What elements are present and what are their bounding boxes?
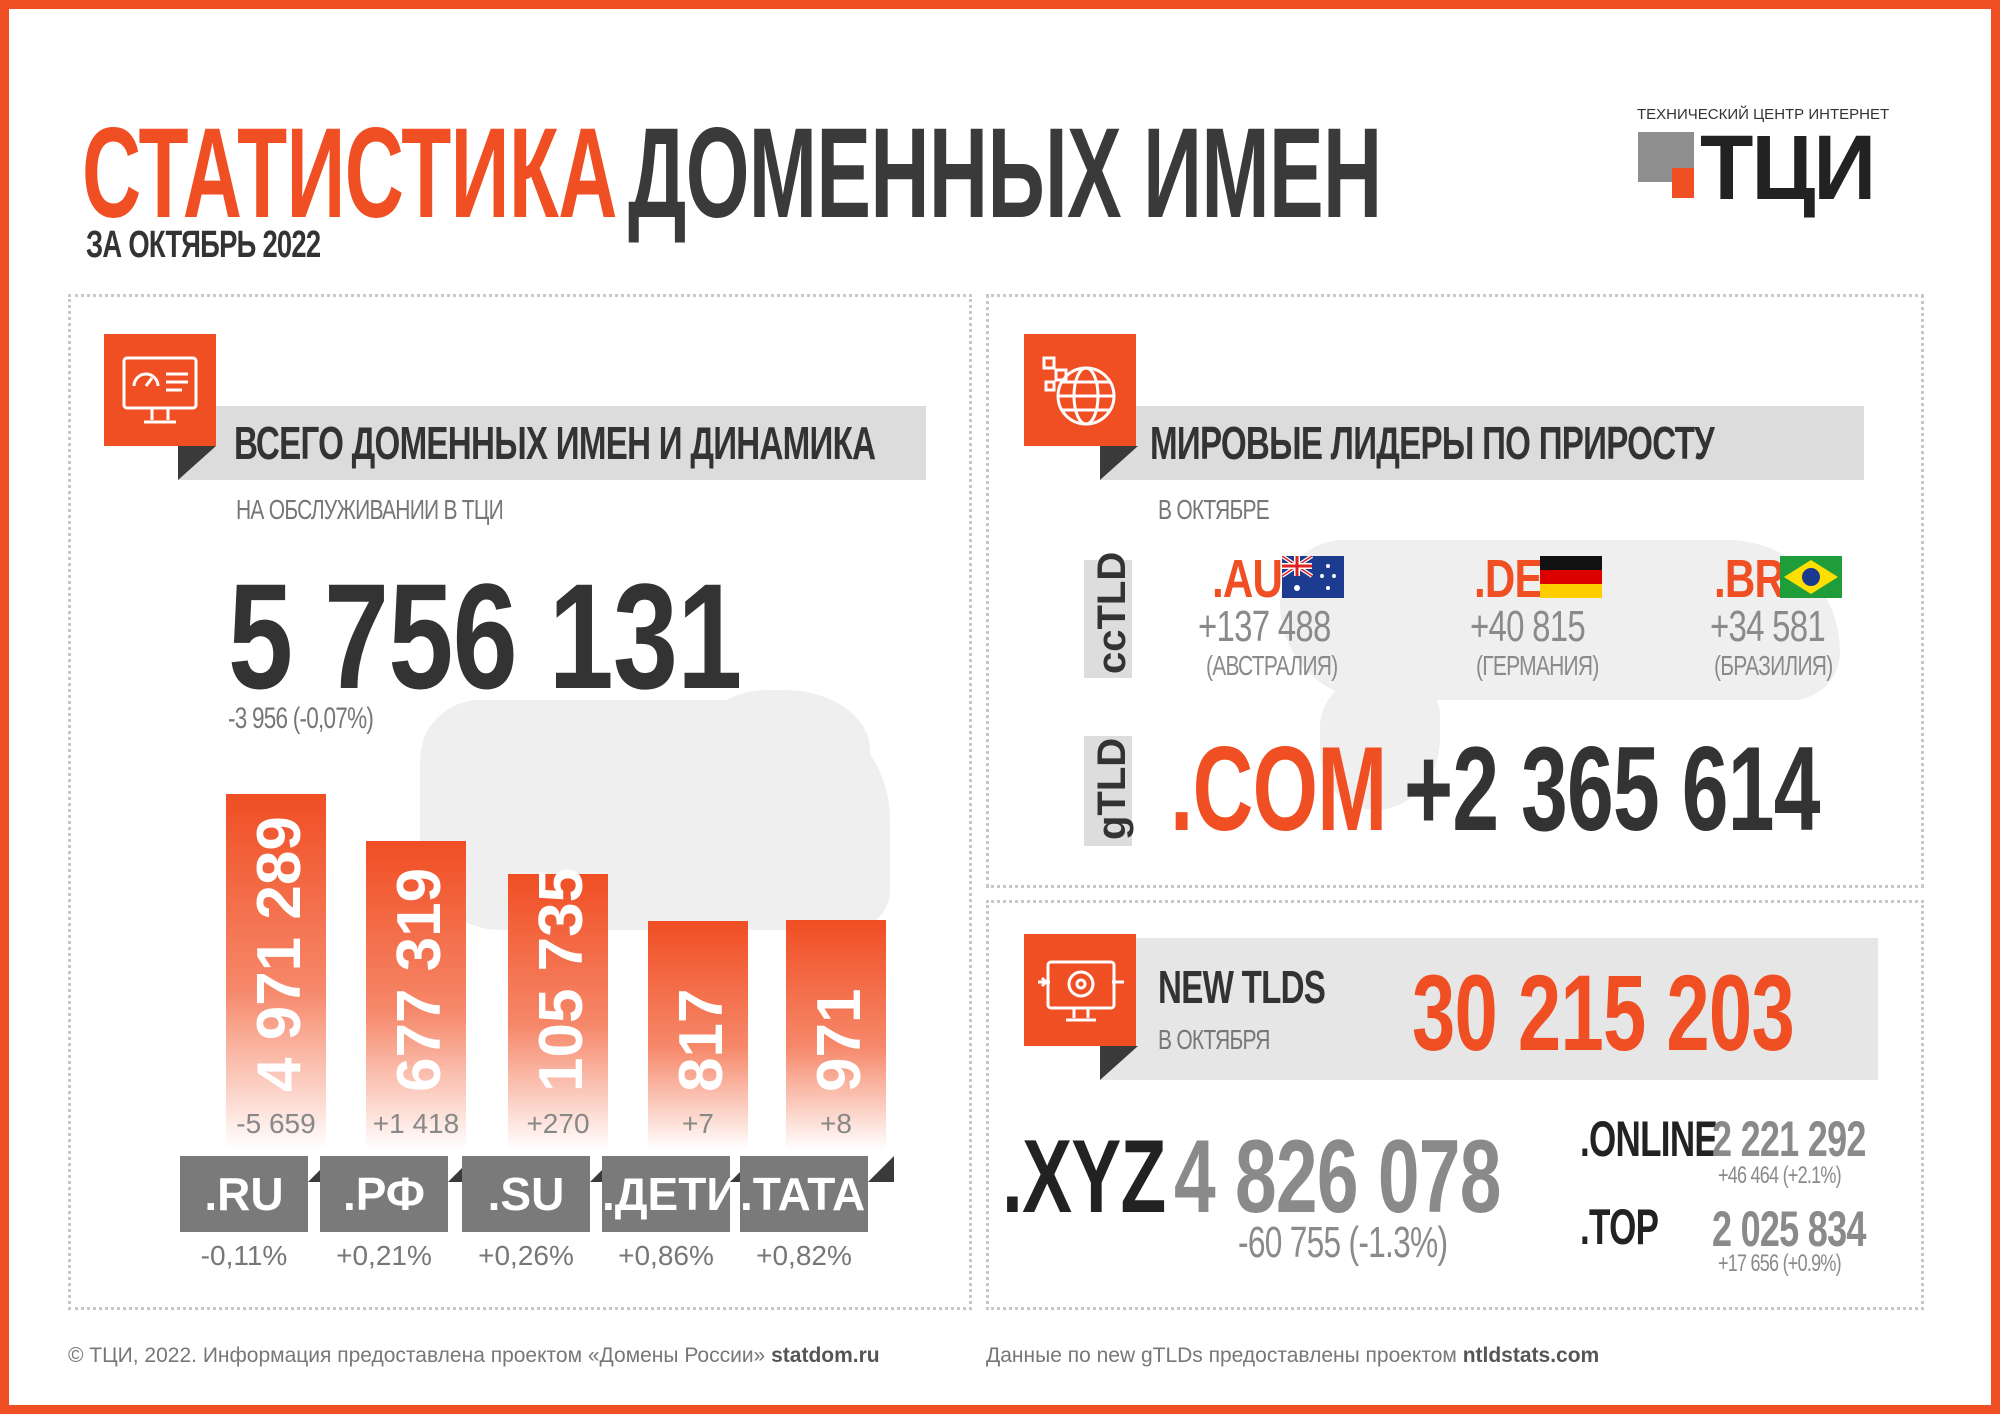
tld-percent-change: +0,82%	[756, 1240, 852, 1271]
tld-bar	[648, 921, 748, 1150]
tld-bar-delta: +8	[820, 1108, 852, 1139]
leader-au-gain: +137 488	[1198, 602, 1331, 651]
leader-au-country: (АВСТРАЛИЯ)	[1206, 650, 1338, 681]
leader-br-tld: .BR	[1714, 549, 1785, 609]
world-map-silhouette-part	[1320, 680, 1440, 810]
monitor-dashboard-icon	[104, 334, 216, 446]
tld-bar-delta: +270	[526, 1108, 590, 1139]
title-part1: СТАТИСТИКА	[82, 102, 617, 245]
cctld-tag: ccTLD	[1084, 552, 1134, 678]
tld-percent-change: +0,26%	[478, 1240, 574, 1271]
total-count: 5 756 131	[228, 552, 742, 720]
total-domains-panel	[68, 294, 972, 1310]
xyz-change: -60 755 (-1.3%)	[1238, 1218, 1448, 1267]
germany-flag-icon	[1540, 556, 1602, 598]
top-tld: .TOP	[1580, 1199, 1659, 1255]
icon-fold-shadow	[178, 446, 216, 480]
total-change: -3 956 (-0,07%)	[228, 702, 374, 735]
tld-percent-change: -0,11%	[200, 1240, 288, 1271]
top-change: +17 656 (+0.9%)	[1718, 1250, 1842, 1277]
gtld-tld: .COM	[1170, 722, 1387, 856]
title-part2: ДОМЕННЫХ ИМЕН	[628, 102, 1382, 245]
period-label: ЗА ОКТЯБРЬ 2022	[86, 224, 321, 266]
footer-left: © ТЦИ, 2022. Информация предоставлена пр…	[68, 1344, 880, 1368]
logo-mark-orange	[1672, 168, 1694, 198]
new-tlds-heading-bar	[1100, 938, 1878, 1080]
tld-percent-change: +0,21%	[336, 1240, 432, 1271]
brazil-flag-icon	[1780, 556, 1842, 598]
tld-bar-delta: -5 659	[236, 1108, 316, 1139]
world-leaders-panel	[986, 294, 1924, 888]
tld-label: .РФ	[320, 1156, 448, 1232]
australia-flag-icon	[1280, 554, 1344, 598]
online-tld: .ONLINE	[1580, 1111, 1718, 1167]
gtld-gain: +2 365 614	[1404, 722, 1820, 856]
online-value: 2 221 292	[1712, 1111, 1866, 1167]
footer-right-text: Данные по new gTLDs предоставлены проект…	[986, 1344, 1457, 1367]
leaders-subheading: В ОКТЯБРЕ	[1158, 494, 1270, 525]
leader-de-gain: +40 815	[1470, 602, 1586, 651]
tld-bar-value: 817	[667, 988, 736, 1092]
globe-network-icon	[1024, 334, 1136, 446]
globe-gear-monitor-icon	[1024, 934, 1136, 1046]
tld-bar-value: 4 971 289	[245, 816, 314, 1092]
total-heading-bar	[178, 406, 926, 480]
tld-bar-value: 677 319	[385, 867, 454, 1092]
leader-br-gain: +34 581	[1710, 602, 1826, 651]
tld-bar-value: 105 735	[527, 867, 596, 1092]
new-tlds-panel	[986, 900, 1924, 1310]
tld-label: .ДЕТИ	[602, 1156, 739, 1232]
new-tlds-total: 30 215 203	[1412, 952, 1795, 1073]
icon-fold-shadow	[1100, 1046, 1138, 1080]
russia-map-silhouette-part	[700, 690, 870, 810]
online-change: +46 464 (+2.1%)	[1718, 1162, 1842, 1189]
ntldstats-link[interactable]: ntldstats.com	[1462, 1344, 1600, 1367]
tld-bar-delta: +7	[682, 1108, 714, 1139]
total-subheading: НА ОБСЛУЖИВАНИИ В ТЦИ	[236, 494, 504, 525]
tld-bar	[786, 920, 886, 1150]
logo-caption: ТЕХНИЧЕСКИЙ ЦЕНТР ИНТЕРНЕТ	[1637, 106, 1890, 123]
tld-label: .TATAR	[740, 1156, 898, 1232]
footer-right: Данные по new gTLDs предоставлены проект…	[986, 1344, 1599, 1368]
new-tlds-heading: NEW TLDS	[1158, 961, 1326, 1013]
tld-label-fold	[868, 1156, 894, 1182]
tld-bar-value: 971	[805, 988, 874, 1092]
tld-bar-delta: +1 418	[372, 1108, 460, 1139]
tld-percent-change: +0,86%	[618, 1240, 714, 1271]
tld-label: .RU	[180, 1156, 308, 1232]
xyz-tld: .XYZ	[1002, 1119, 1166, 1235]
xyz-value: 4 826 078	[1174, 1119, 1501, 1235]
new-tlds-subheading: В ОКТЯБРЯ	[1158, 1024, 1270, 1055]
leader-au-tld: .AU	[1212, 549, 1283, 609]
tld-bar	[366, 841, 466, 1150]
footer-left-text: © ТЦИ, 2022. Информация предоставлена пр…	[68, 1344, 766, 1367]
total-heading: ВСЕГО ДОМЕННЫХ ИМЕН И ДИНАМИКА	[234, 417, 876, 469]
leader-de-tld: .DE	[1474, 549, 1543, 609]
leader-br-country: (БРАЗИЛИЯ)	[1714, 650, 1833, 681]
tld-bar	[226, 794, 326, 1150]
logo-text: ТЦИ	[1700, 117, 1876, 219]
icon-fold-shadow	[1100, 446, 1138, 480]
tld-bar	[508, 874, 608, 1150]
statdom-link[interactable]: statdom.ru	[771, 1344, 880, 1367]
leaders-heading: МИРОВЫЕ ЛИДЕРЫ ПО ПРИРОСТУ	[1150, 417, 1715, 469]
tld-label: .SU	[462, 1156, 590, 1232]
gtld-tag: gTLD	[1084, 736, 1134, 846]
leader-de-country: (ГЕРМАНИЯ)	[1476, 650, 1599, 681]
top-value: 2 025 834	[1712, 1201, 1866, 1257]
leaders-heading-bar	[1100, 406, 1864, 480]
